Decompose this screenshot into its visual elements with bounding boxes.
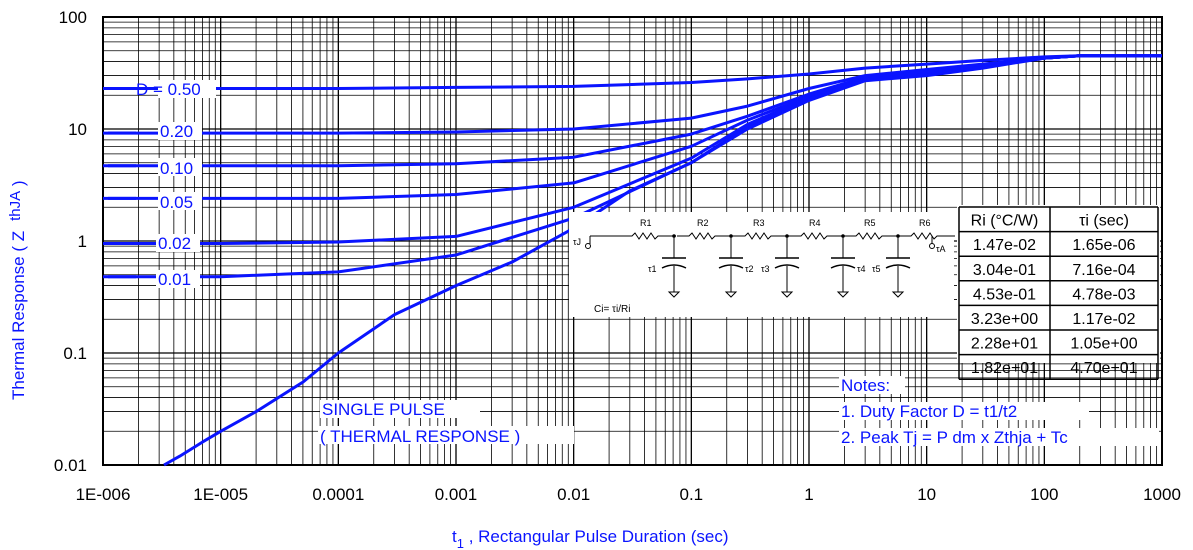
table-cell: 4.53e-01 [973,286,1036,303]
table-cell: 2.28e+01 [971,336,1038,353]
resistor-1 [620,232,676,240]
plot-frame [102,16,1163,466]
table-cell: 1.05e+00 [1070,336,1137,353]
label-d010: 0.10 [160,159,193,178]
y-tick-label: 0.1 [63,344,87,363]
series-line-0 [103,54,1162,90]
resistor-label: R5 [864,218,876,228]
y-tick-label: 1 [78,232,87,251]
ground-icon [667,291,681,298]
cap-plate [830,264,856,269]
tau-label: τ4 [857,264,866,274]
table-cell: 3.04e-01 [973,262,1036,279]
x-tick-label: 0.0001 [312,485,364,504]
label-d005: 0.05 [160,193,193,212]
resistor-label: R4 [809,218,821,228]
circuit-tj: τJ [573,237,581,247]
table-cell: 4.78e-03 [1072,286,1135,303]
cap-plate [661,264,687,269]
label-thermal-response: ( THERMAL RESPONSE ) [320,427,520,446]
tau-label: τ5 [872,264,881,274]
x-tick-label: 1 [804,485,813,504]
resistor-4 [789,232,845,240]
tau-label: τ2 [745,264,754,274]
table-cell: 1.82e+01 [971,360,1038,377]
table-cell: 1.17e-02 [1072,311,1135,328]
resistor-3 [733,232,789,240]
label-d001: 0.01 [158,270,191,289]
ground-icon [780,291,794,298]
table-cell: 1.65e-06 [1072,237,1135,254]
resistor-label: R2 [697,218,709,228]
x-axis-title: t1 , Rectangular Pulse Duration (sec) [452,527,729,550]
resistor-6 [899,232,955,240]
x-tick-label: 0.01 [557,485,590,504]
table-header: τi (sec) [1079,213,1129,230]
label-d002: 0.02 [158,234,191,253]
resistor-label: R3 [753,218,765,228]
cap-plate [774,264,800,269]
table-cell: 7.16e-04 [1072,262,1135,279]
notes: Notes: 1. Duty Factor D = t1/t2 2. Peak … [839,376,1159,447]
cap-plate [885,264,911,269]
table-cell: 1.47e-02 [973,237,1036,254]
cap-plate [718,264,744,269]
resistor-5 [844,232,900,240]
resistor-label: R6 [919,218,931,228]
table-cell: 3.23e+00 [971,311,1038,328]
y-tick-label: 10 [68,120,87,139]
x-tick-label: 1E-005 [193,485,248,504]
y-tick-label: 100 [59,8,87,27]
tick-labels: 1E-006 1E-005 0.0001 0.001 0.01 0.1 1 10 100 1000… [54,8,1181,504]
label-d050: D = 0.50 [136,80,201,99]
rc-circuit-inset: R1 τ1 R2 τ2 R3 τ3 R4 τ4 R5 τ5 R6 τJ τA Ci= τi/Ri [569,212,955,317]
tau-label: τ1 [648,264,657,274]
table-header: Ri (°C/W) [971,213,1039,230]
resistor-2 [677,232,733,240]
ground-icon [724,291,738,298]
ground-icon [836,291,850,298]
label-single-pulse: SINGLE PULSE [322,400,445,419]
ground-icon [891,291,905,298]
circuit-formula: Ci= τi/Ri [594,304,630,315]
note-2: 2. Peak Tj = P dm x Zthja + Tc [841,428,1068,447]
notes-title: Notes: [841,376,890,395]
series-line-2 [103,54,1162,168]
curve-labels: D = 0.50 0.20 0.10 0.05 0.02 0.01 SINGLE… [136,80,574,446]
circuit-ta: τA [936,244,946,254]
series-line-3 [103,54,1162,200]
table-cell: 4.70e+01 [1070,360,1137,377]
x-tick-label: 10 [917,485,936,504]
series-line-1 [103,54,1162,135]
note-1: 1. Duty Factor D = t1/t2 [841,402,1017,421]
rth-table: Ri (°C/W) τi (sec) 1.47e-02 1.65e-06 3.04e-0… [957,205,1160,380]
resistor-label: R1 [640,218,652,228]
y-axis-title: Thermal Response ( ZthJA ) [7,180,28,400]
x-tick-label: 1000 [1143,485,1181,504]
tau-label: τ3 [761,264,770,274]
x-tick-label: 1E-006 [76,485,131,504]
series-group [103,54,1162,467]
x-tick-label: 100 [1030,485,1058,504]
x-tick-label: 0.1 [680,485,704,504]
label-d020: 0.20 [160,122,193,141]
x-tick-label: 0.001 [435,485,478,504]
y-tick-label: 0.01 [54,456,87,475]
